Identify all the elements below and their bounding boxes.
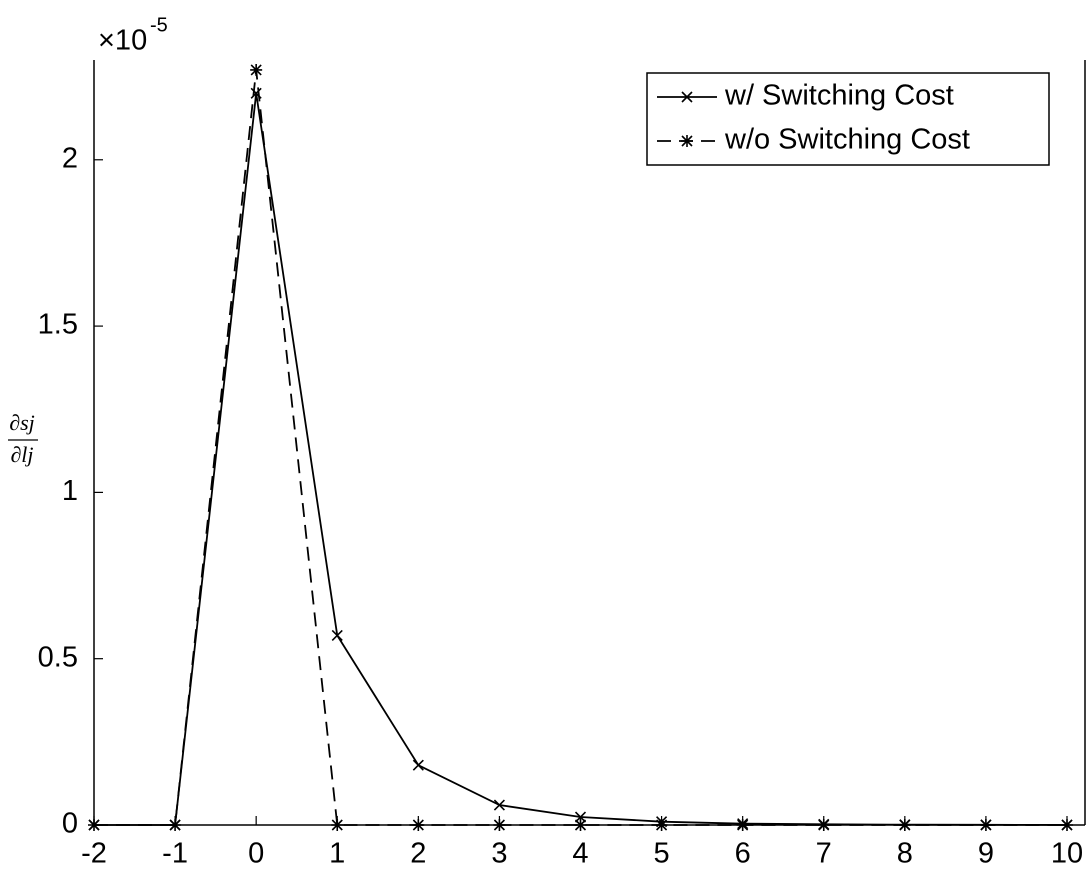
- marker: [331, 819, 344, 831]
- x-tick-label: 1: [329, 838, 345, 870]
- x-tick-label: 6: [735, 838, 751, 870]
- marker: [331, 629, 343, 641]
- y-label-numerator: ∂sj: [9, 410, 35, 435]
- marker: [493, 799, 505, 811]
- y-tick-label: 1.5: [38, 309, 78, 341]
- marker: [412, 759, 424, 771]
- marker: [88, 819, 100, 831]
- x-tick-label: 3: [491, 838, 507, 870]
- marker: [736, 819, 749, 831]
- legend: w/ Switching Cost w/o Switching Cost: [646, 72, 1050, 166]
- x-tick-label: -2: [81, 838, 107, 870]
- y-tick-label: 0: [62, 808, 78, 840]
- y-tick-label: 1: [62, 475, 78, 507]
- y-tick-label: 0.5: [38, 641, 78, 673]
- x-tick-label: -1: [162, 838, 188, 870]
- x-tick-label: 2: [410, 838, 426, 870]
- series-line: [94, 93, 1068, 826]
- legend-box: [646, 72, 1050, 166]
- marker: [169, 819, 182, 831]
- x-tick-label: 0: [248, 838, 264, 870]
- marker: [1061, 819, 1073, 831]
- x-tick-label: 10: [1051, 838, 1083, 870]
- legend-label: w/o Switching Cost: [724, 124, 970, 156]
- legend-marker: [681, 91, 693, 103]
- axis-multiplier: ×10: [98, 25, 147, 57]
- legend-label: w/ Switching Cost: [724, 80, 954, 112]
- marker: [574, 819, 587, 831]
- marker: [574, 811, 587, 823]
- x-tick-label: 8: [897, 838, 913, 870]
- marker: [412, 819, 425, 831]
- y-label-denominator: ∂lj: [10, 442, 33, 467]
- x-tick-label: 9: [978, 838, 994, 870]
- y-tick-label: 2: [62, 142, 78, 174]
- x-tick-label: 4: [572, 838, 588, 870]
- axis-multiplier-exponent: -5: [150, 14, 168, 36]
- marker: [250, 63, 263, 76]
- marker: [817, 819, 830, 831]
- series-line: [94, 69, 1067, 826]
- x-tick-label: 5: [654, 838, 670, 870]
- legend-marker: [681, 135, 693, 147]
- marker: [898, 819, 911, 831]
- marker: [493, 819, 506, 831]
- marker: [655, 819, 668, 831]
- x-tick-label: 7: [816, 838, 832, 870]
- marker: [979, 819, 992, 831]
